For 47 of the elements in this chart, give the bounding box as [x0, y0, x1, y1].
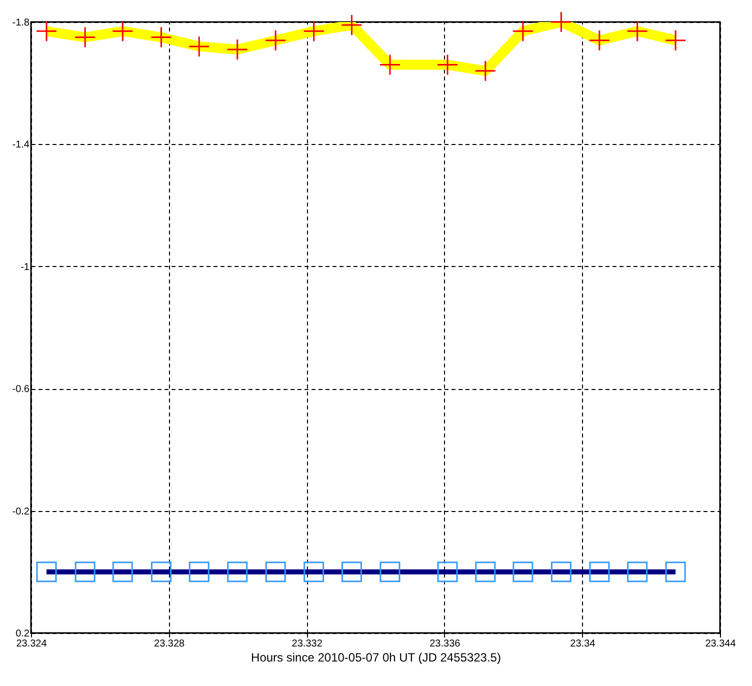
- point: [550, 562, 572, 582]
- x-tick-label: 23.328: [154, 638, 186, 650]
- y-tick-label: -1: [20, 262, 30, 273]
- point: [264, 30, 286, 52]
- y-tick-label: -0.2: [12, 506, 30, 518]
- point: [227, 562, 248, 582]
- point: [627, 562, 648, 582]
- point: [36, 20, 58, 42]
- point: [474, 60, 496, 82]
- point: [665, 562, 686, 582]
- point: [436, 54, 458, 76]
- point: [664, 30, 686, 52]
- point: [265, 562, 286, 582]
- x-tick-label: 23.34: [570, 638, 596, 650]
- point: [150, 26, 172, 48]
- point: [380, 562, 400, 582]
- point: [340, 14, 362, 36]
- point: [379, 54, 401, 76]
- point: [74, 26, 96, 48]
- y-tick-label: 0.2: [16, 628, 30, 640]
- x-tick-label: 23.344: [705, 638, 736, 650]
- point: [112, 20, 134, 42]
- point: [36, 562, 57, 582]
- point: [150, 562, 172, 582]
- point: [475, 562, 496, 582]
- y-tick-label: -0.6: [12, 384, 30, 396]
- point: [341, 562, 362, 582]
- x-tick-label: 23.336: [430, 638, 461, 650]
- point: [226, 38, 248, 60]
- point: [512, 562, 534, 582]
- point: [188, 36, 210, 58]
- point: [589, 562, 610, 582]
- point: [74, 562, 96, 582]
- point: [188, 562, 210, 582]
- point: [112, 562, 133, 582]
- x-tick-label: 23.332: [292, 638, 323, 650]
- point: [550, 11, 572, 33]
- point: [588, 30, 610, 52]
- point: [303, 20, 325, 42]
- x-axis-title: Hours since 2010-05-07 0h UT (JD 2455323.5): [251, 650, 501, 664]
- x-tick-label: 23.324: [16, 638, 48, 650]
- y-tick-label: -1.4: [12, 140, 30, 151]
- point: [626, 20, 648, 42]
- point: [512, 20, 534, 42]
- point: [437, 562, 458, 582]
- point: [304, 562, 324, 582]
- y-tick-label: -1.8: [12, 18, 30, 28]
